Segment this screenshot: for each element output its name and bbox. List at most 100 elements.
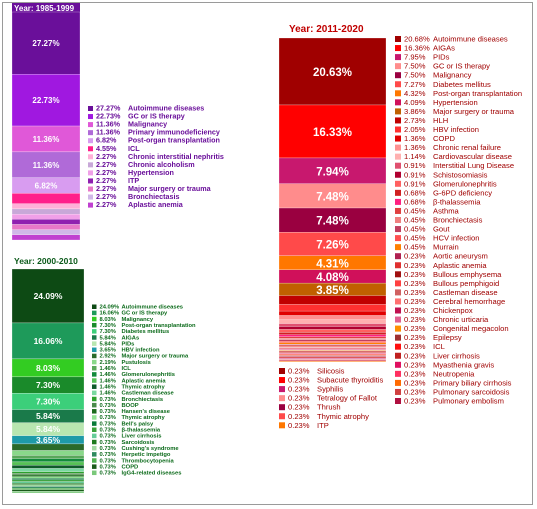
legend-label: Aplastic anemia	[122, 378, 167, 384]
legend-percent: 0.68%	[404, 197, 426, 206]
legend-percent: 20.68%	[404, 35, 430, 44]
legend-item: 0.23% Subacute thyroiditis	[279, 376, 383, 385]
legend-percent: 2.27%	[96, 176, 117, 185]
bar-segment	[278, 339, 387, 342]
legend-percent: 2.27%	[96, 152, 117, 161]
bar-segment	[278, 207, 387, 233]
legend-label: Asthma	[433, 206, 460, 215]
legend-swatch	[395, 253, 401, 260]
legend-swatch	[92, 390, 97, 396]
legend-label: ITP	[317, 421, 329, 430]
legend-item: 0.73% IgG4-related diseases	[92, 470, 182, 477]
legend-item: 0.23% Chronic urticaria	[395, 315, 489, 324]
legend-percent: 1.46%	[100, 384, 116, 390]
legend-percent: 0.73%	[100, 397, 116, 403]
legend-item: 1.46% ICL	[92, 366, 131, 372]
legend-swatch	[92, 402, 97, 408]
bar-segment	[11, 151, 81, 178]
chart-title: Year: 2000-2010	[14, 256, 78, 266]
legend-label: Bullous emphysema	[433, 270, 502, 279]
bar-segment	[11, 483, 85, 485]
legend-percent: 16.06%	[100, 311, 120, 317]
legend-label: Thymic atrophy	[122, 384, 166, 390]
legend-label: IgG4-related diseases	[122, 471, 182, 477]
legend-swatch	[395, 244, 401, 251]
legend-item: 0.45% Murrain	[395, 243, 459, 252]
legend-percent: 2.27%	[96, 160, 117, 169]
bar-segment	[11, 125, 81, 153]
bar-value-label: 7.94%	[316, 166, 349, 178]
legend-swatch	[92, 359, 97, 365]
legend-swatch	[92, 372, 97, 377]
legend-swatch	[279, 404, 285, 411]
legend-item: 0.23% ICL	[395, 342, 445, 351]
bar-value-label: 4.31%	[316, 258, 349, 270]
legend-swatch	[395, 117, 401, 124]
legend-swatch	[92, 304, 97, 309]
legend-label: Subacute thyroiditis	[317, 376, 383, 385]
legend-label: Pustulosis	[122, 360, 151, 366]
bar-segment	[278, 332, 387, 335]
legend-label: Malignancy	[122, 317, 154, 323]
legend-percent: 7.50%	[404, 71, 426, 80]
bar-segment	[11, 461, 85, 466]
legend-percent: 0.45%	[404, 243, 426, 252]
legend-swatch	[395, 307, 401, 314]
legend-item: 0.23% Pulmonary embolism	[395, 397, 504, 406]
legend-percent: 0.91%	[404, 170, 426, 179]
legend-percent: 0.23%	[404, 306, 426, 315]
legend-percent: 0.73%	[100, 458, 116, 464]
legend-swatch	[395, 280, 401, 287]
legend-swatch	[279, 386, 285, 393]
legend-label: Thymic atrophy	[317, 412, 369, 421]
legend-swatch	[395, 262, 401, 269]
legend-label: Diabetes mellitus	[433, 80, 491, 89]
bar-segment	[11, 11, 81, 75]
legend-percent: 7.30%	[100, 329, 116, 335]
legend-item: 2.73% HLH	[395, 116, 448, 125]
legend-swatch	[279, 413, 285, 420]
legend-item: 0.23% Chickenpox	[395, 306, 473, 315]
legend-swatch	[92, 353, 97, 359]
legend-label: Primary biliary cirrhosis	[433, 378, 512, 387]
legend-item: 0.23% Tetralogy of Fallot	[279, 394, 378, 403]
chart-1: Year: 1985-199927.27%22.73%11.36%11.36%6…	[11, 3, 224, 241]
legend-percent: 0.23%	[288, 394, 310, 403]
bar-segment	[11, 465, 85, 469]
legend-swatch	[88, 162, 93, 168]
legend-item: 0.23% Myasthenia gravis	[395, 360, 494, 369]
bar-value-label: 22.73%	[32, 96, 59, 105]
legend-swatch	[395, 99, 401, 106]
legend-percent: 0.23%	[288, 385, 310, 394]
legend-label: ICL	[433, 342, 445, 351]
legend-item: 0.23% Liver cirrhosis	[395, 351, 480, 360]
legend-swatch	[92, 341, 97, 346]
bar-value-label: 5.84%	[36, 424, 61, 434]
legend-percent: 1.14%	[404, 152, 426, 161]
legend-label: PIDs	[433, 53, 450, 62]
legend-label: Aplastic anemia	[433, 261, 487, 270]
legend-label: Herpetic impetigo	[122, 452, 171, 458]
legend-label: Chronic urticaria	[433, 315, 489, 324]
legend-label: Aortic aneurysm	[433, 252, 488, 261]
legend-label: GC or IS therapy	[433, 62, 490, 71]
legend-item: 0.23% Syphilis	[279, 385, 343, 394]
legend-swatch	[88, 154, 93, 160]
bar-segment	[278, 338, 387, 340]
legend-percent: 0.68%	[404, 188, 426, 197]
legend-swatch	[279, 368, 285, 374]
legend-percent: 0.73%	[100, 428, 116, 434]
bar-segment	[11, 213, 81, 220]
bar-value-label: 4.08%	[316, 272, 349, 284]
legend-label: Bullous pemphigoid	[433, 279, 499, 288]
legend-swatch	[92, 335, 97, 340]
legend-item: 0.23% Silicosis	[279, 367, 345, 376]
legend-swatch	[92, 347, 97, 353]
bar-segment	[11, 268, 85, 324]
bar-segment	[278, 334, 387, 337]
legend-item: 16.06% GC or IS therapy	[92, 310, 168, 317]
legend-percent: 0.73%	[100, 471, 116, 477]
legend-swatch	[88, 106, 93, 111]
legend-label: HCV infection	[433, 234, 479, 243]
